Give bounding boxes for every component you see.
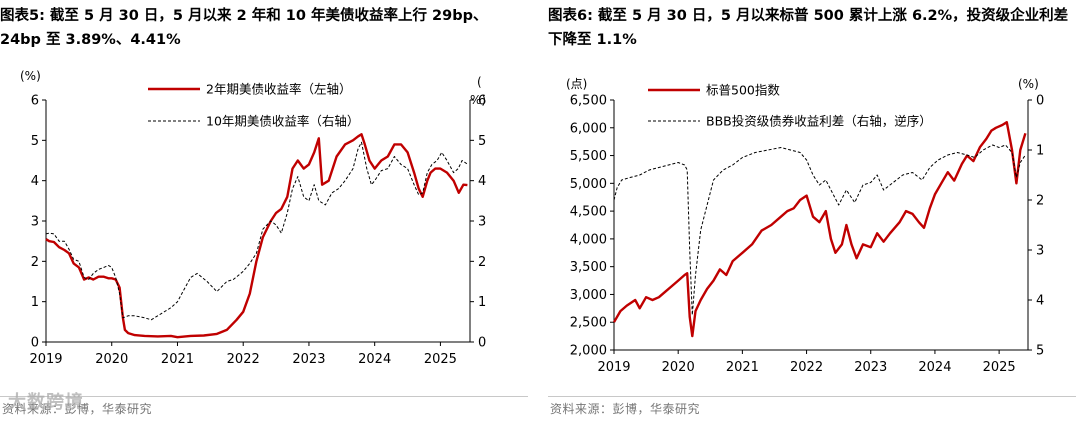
right-chart-svg: 2,000 2,500 3,000 3,500 4,000 4,500 5,000 5,500… — [566, 77, 1044, 375]
y-right-tick-label: 6 — [478, 94, 486, 109]
y-left-unit-label: (%) — [20, 69, 41, 83]
series-line-dashed — [45, 141, 468, 321]
y-left-tick-label: 2,500 — [570, 316, 607, 331]
x-tick-label: 2023 — [854, 360, 887, 375]
x-tick-label: 2024 — [918, 360, 951, 375]
y-left-tick-label: 2,000 — [570, 344, 607, 359]
y-left-tick-label: 4 — [31, 174, 39, 189]
x-tick-label: 2022 — [790, 360, 823, 375]
y-left-tick-label: 5,500 — [570, 149, 607, 164]
x-tick-label: 2020 — [662, 360, 695, 375]
y-right-tick-label: 0 — [1036, 94, 1044, 109]
x-tick-label: 2022 — [227, 352, 260, 367]
x-tick-label: 2019 — [597, 360, 630, 375]
y-left-tick-label: 4,000 — [570, 232, 607, 247]
legend-label: 标普500指数 — [706, 83, 780, 98]
legend-label: 2年期美债收益率（左轴） — [206, 82, 351, 97]
x-tick-label: 2025 — [983, 360, 1016, 375]
y-left-tick-label: 3,500 — [570, 260, 607, 275]
watermark: 大数跨境 — [8, 392, 84, 413]
y-left-tick-label: 6,500 — [570, 94, 607, 109]
y-right-tick-label: 2 — [478, 255, 486, 270]
legend-label: 10年期美债收益率（右轴） — [206, 114, 359, 129]
x-tick-label: 2023 — [292, 352, 325, 367]
series-line-solid — [45, 133, 468, 339]
y-right-unit-label: ( — [477, 75, 482, 89]
chart-title-left: 图表5: 截至 5 月 30 日，5 月以来 2 年和 10 年美债收益率上行 … — [0, 8, 488, 48]
y-right-tick-label: 4 — [478, 174, 486, 189]
y-left-tick-label: 0 — [31, 336, 39, 351]
left-chart-svg: 0 1 2 3 4 5 6 0 1 2 3 4 5 6 2019 2020 2021 2022 2023 2024 20… — [20, 69, 486, 367]
y-left-tick-label: 2 — [31, 255, 39, 270]
y-right-unit-label: (%) — [1018, 77, 1039, 91]
x-tick-label: 2025 — [424, 352, 457, 367]
y-left-tick-label: 6 — [31, 94, 39, 109]
source-divider-left — [0, 396, 528, 397]
x-tick-label: 2024 — [358, 352, 391, 367]
x-tick-label: 2021 — [726, 360, 759, 375]
series-line-dashed — [613, 144, 1026, 316]
y-right-tick-label: 3 — [478, 215, 486, 230]
y-left-tick-label: 1 — [31, 295, 39, 310]
y-left-tick-label: 5,000 — [570, 177, 607, 192]
right-chart-panel: 图表6: 截至 5 月 30 日，5 月以来标普 500 累计上涨 6.2%，投… — [548, 0, 1080, 422]
y-left-tick-label: 4,500 — [570, 205, 607, 220]
y-left-tick-label: 3,000 — [570, 288, 607, 303]
y-right-tick-label: 1 — [1036, 144, 1044, 159]
y-right-tick-label: 4 — [1036, 294, 1044, 309]
y-left-unit-label: (点) — [566, 77, 587, 91]
source-divider-right — [548, 396, 1076, 397]
y-right-tick-label: 5 — [478, 134, 486, 149]
y-left-tick-label: 3 — [31, 215, 39, 230]
y-right-tick-label: 5 — [1036, 344, 1044, 359]
y-right-unit-label: %) — [470, 93, 486, 107]
y-right-tick-label: 2 — [1036, 194, 1044, 209]
y-left-tick-label: 6,000 — [570, 121, 607, 136]
source-text-right: 资料来源：彭博，华泰研究 — [550, 402, 701, 416]
x-tick-label: 2019 — [29, 352, 62, 367]
x-tick-label: 2021 — [161, 352, 194, 367]
y-left-tick-label: 5 — [31, 134, 39, 149]
x-tick-label: 2020 — [95, 352, 128, 367]
source-text-left: 资料来源：彭博，华泰研究 — [2, 402, 153, 416]
left-chart-panel: 图表5: 截至 5 月 30 日，5 月以来 2 年和 10 年美债收益率上行 … — [0, 0, 535, 422]
y-right-tick-label: 1 — [478, 295, 486, 310]
y-right-tick-label: 3 — [1036, 244, 1044, 259]
legend-label: BBB投资级债券收益利差（右轴，逆序） — [706, 114, 932, 129]
series-line-solid — [612, 121, 1027, 338]
y-right-tick-label: 0 — [478, 336, 486, 351]
chart-title-right: 图表6: 截至 5 月 30 日，5 月以来标普 500 累计上涨 6.2%，投… — [548, 8, 1069, 48]
